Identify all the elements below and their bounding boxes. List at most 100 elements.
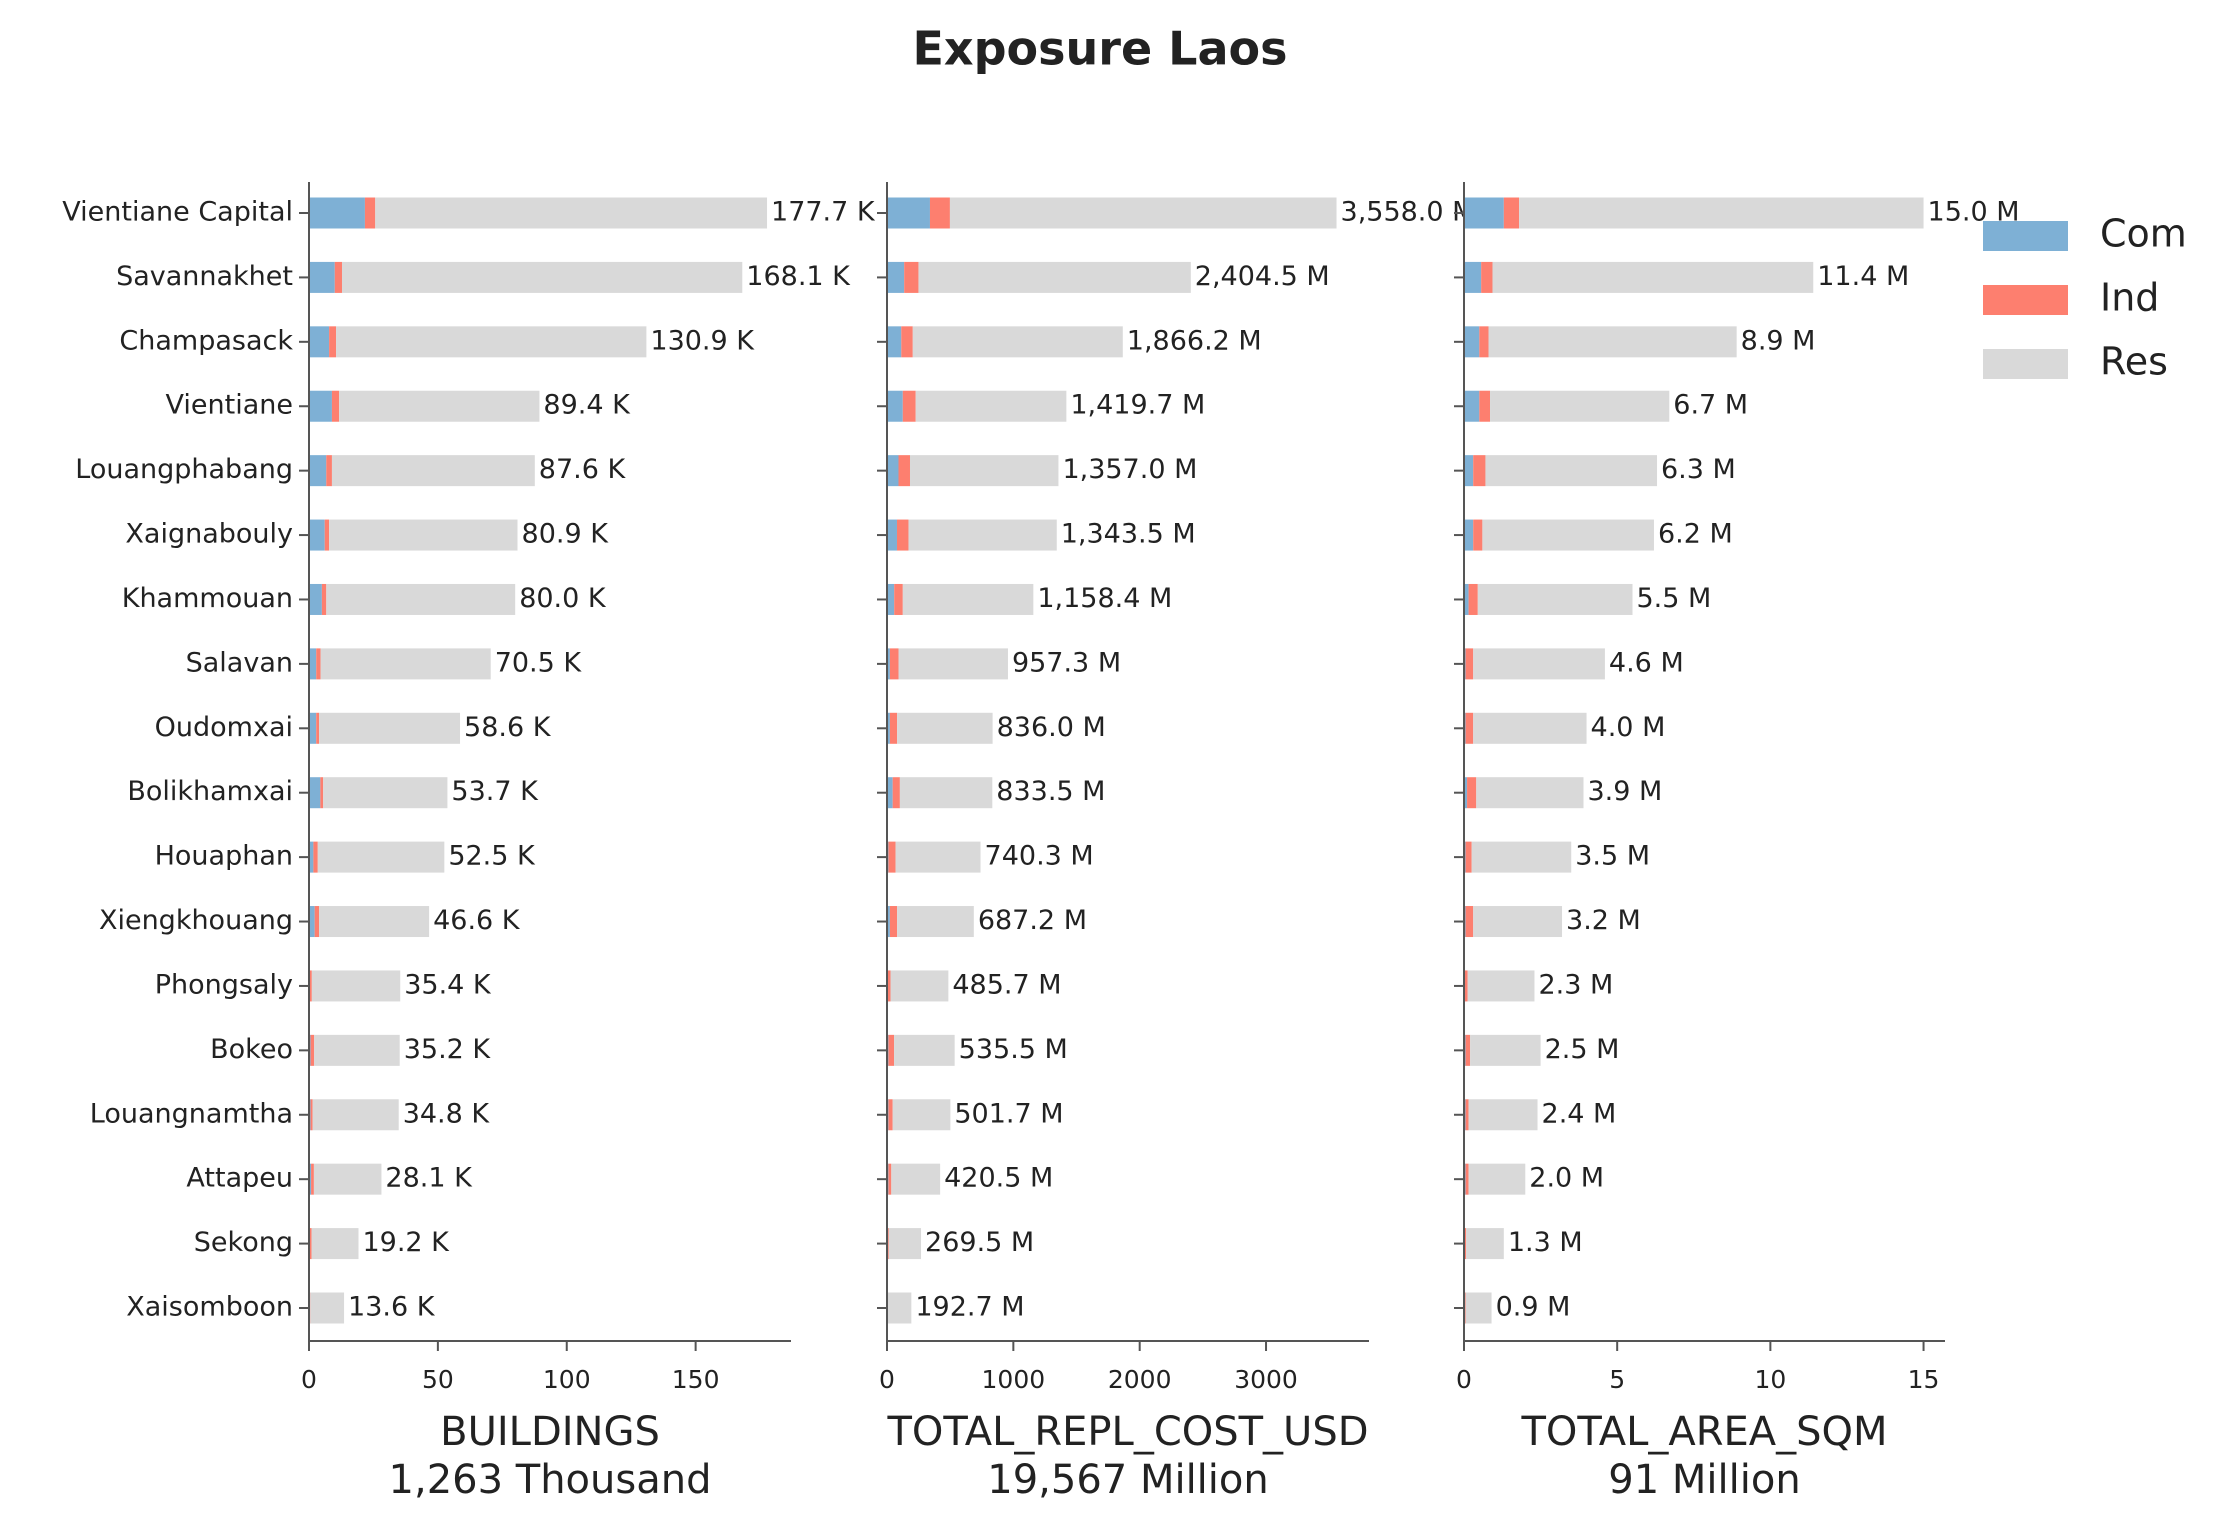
bar-segment <box>1490 390 1670 422</box>
bar-segment <box>898 648 1008 680</box>
y-tick-label: Phongsaly <box>155 969 293 1000</box>
value-label: 6.7 M <box>1673 390 1748 421</box>
bar-segment <box>1503 197 1520 229</box>
x-axis-label: 91 Million <box>1608 1457 1800 1503</box>
bar-segment <box>887 777 893 809</box>
bar-segment <box>887 648 890 680</box>
bar-segment <box>887 1228 889 1260</box>
bar-segment <box>1464 326 1480 358</box>
value-label: 28.1 K <box>385 1163 473 1194</box>
value-label: 4.0 M <box>1591 712 1666 743</box>
bar-segment <box>317 841 445 873</box>
x-tick-label: 0 <box>1456 1365 1472 1394</box>
bar-segment <box>1473 712 1587 744</box>
value-label: 0.9 M <box>1496 1292 1571 1323</box>
value-label: 1,866.2 M <box>1127 325 1262 356</box>
legend-swatch <box>1983 221 2068 251</box>
bar-segment <box>889 906 898 938</box>
bar-segment <box>309 1163 312 1195</box>
bar-segment <box>887 583 895 615</box>
x-tick-label: 2000 <box>1108 1365 1172 1394</box>
bar-segment <box>316 712 320 744</box>
bar-segment <box>887 390 903 422</box>
bar-segment <box>1464 583 1469 615</box>
x-tick-label: 3000 <box>1234 1365 1298 1394</box>
value-label: 3.2 M <box>1566 905 1641 936</box>
bar-segment <box>319 712 461 744</box>
value-label: 501.7 M <box>954 1098 1063 1129</box>
value-label: 3,558.0 M <box>1341 197 1476 228</box>
bar-segment <box>314 1034 400 1066</box>
x-tick-label: 15 <box>1908 1365 1940 1394</box>
bar-segment <box>909 455 1059 487</box>
bar-segment <box>897 712 993 744</box>
bar-segment <box>894 1034 955 1066</box>
bar-segment <box>1473 455 1486 487</box>
bar-segment <box>1476 777 1584 809</box>
x-axis-label: TOTAL_AREA_SQM <box>1520 1409 1887 1455</box>
value-label: 80.9 K <box>522 519 610 550</box>
bar-segment <box>1477 583 1633 615</box>
bar-segment <box>1464 261 1482 293</box>
x-axis-label: 19,567 Million <box>987 1457 1268 1503</box>
bar-segment <box>902 583 1034 615</box>
y-tick-label: Bokeo <box>210 1034 293 1065</box>
bar-segment <box>912 326 1123 358</box>
bar-segment <box>1479 390 1491 422</box>
bar-segment <box>309 583 322 615</box>
bar-segment <box>929 197 950 229</box>
bar-segment <box>1464 1292 1466 1324</box>
bar-segment <box>326 583 516 615</box>
bar-segment <box>896 519 909 551</box>
bar-segment <box>918 261 1191 293</box>
bar-segment <box>1471 841 1572 873</box>
value-label: 687.2 M <box>978 905 1087 936</box>
bar-segment <box>889 648 899 680</box>
x-tick-label: 5 <box>1609 1365 1625 1394</box>
bar-segment <box>309 841 314 873</box>
bar-segment <box>901 326 913 358</box>
y-tick-label: Louangnamtha <box>90 1098 293 1129</box>
bar-segment <box>336 326 647 358</box>
value-label: 420.5 M <box>944 1163 1053 1194</box>
value-label: 2.5 M <box>1545 1034 1620 1065</box>
bar-segment <box>309 519 325 551</box>
bar-segment <box>888 1034 895 1066</box>
bar-segment <box>1464 390 1480 422</box>
bar-segment <box>334 261 342 293</box>
bar-segment <box>1488 326 1737 358</box>
value-label: 70.5 K <box>495 647 583 678</box>
bar-segment <box>888 1228 922 1260</box>
bar-segment <box>1464 1228 1467 1260</box>
figure-title: Exposure Laos <box>913 22 1288 76</box>
bar-segment <box>313 1163 382 1195</box>
y-tick-label: Vientiane <box>166 390 293 421</box>
bar-segment <box>312 1099 399 1131</box>
bar-segment <box>904 261 919 293</box>
bar-segment <box>309 261 335 293</box>
bar-segment <box>310 1099 313 1131</box>
bar-segment <box>309 197 365 229</box>
bar-segment <box>309 906 315 938</box>
bar-segment <box>1464 970 1468 1002</box>
value-label: 11.4 M <box>1817 261 1909 292</box>
value-label: 1,419.7 M <box>1070 390 1205 421</box>
x-tick-label: 0 <box>879 1365 895 1394</box>
y-tick-label: Sekong <box>194 1227 293 1258</box>
value-label: 8.9 M <box>1741 325 1816 356</box>
y-tick-label: Champasack <box>119 325 293 356</box>
y-tick-label: Xaisomboon <box>126 1292 293 1323</box>
bar-segment <box>887 519 897 551</box>
value-label: 19.2 K <box>362 1227 450 1258</box>
bar-segment <box>1467 970 1535 1002</box>
bar-segment <box>1465 1292 1492 1324</box>
value-label: 833.5 M <box>996 776 1105 807</box>
value-label: 1,158.4 M <box>1037 583 1172 614</box>
bar-segment <box>888 1292 912 1324</box>
bar-segment <box>329 519 518 551</box>
value-label: 35.2 K <box>404 1034 492 1065</box>
value-label: 485.7 M <box>952 969 1061 1000</box>
bar-segment <box>1465 906 1474 938</box>
bar-segment <box>888 1099 893 1131</box>
value-label: 87.6 K <box>539 454 627 485</box>
